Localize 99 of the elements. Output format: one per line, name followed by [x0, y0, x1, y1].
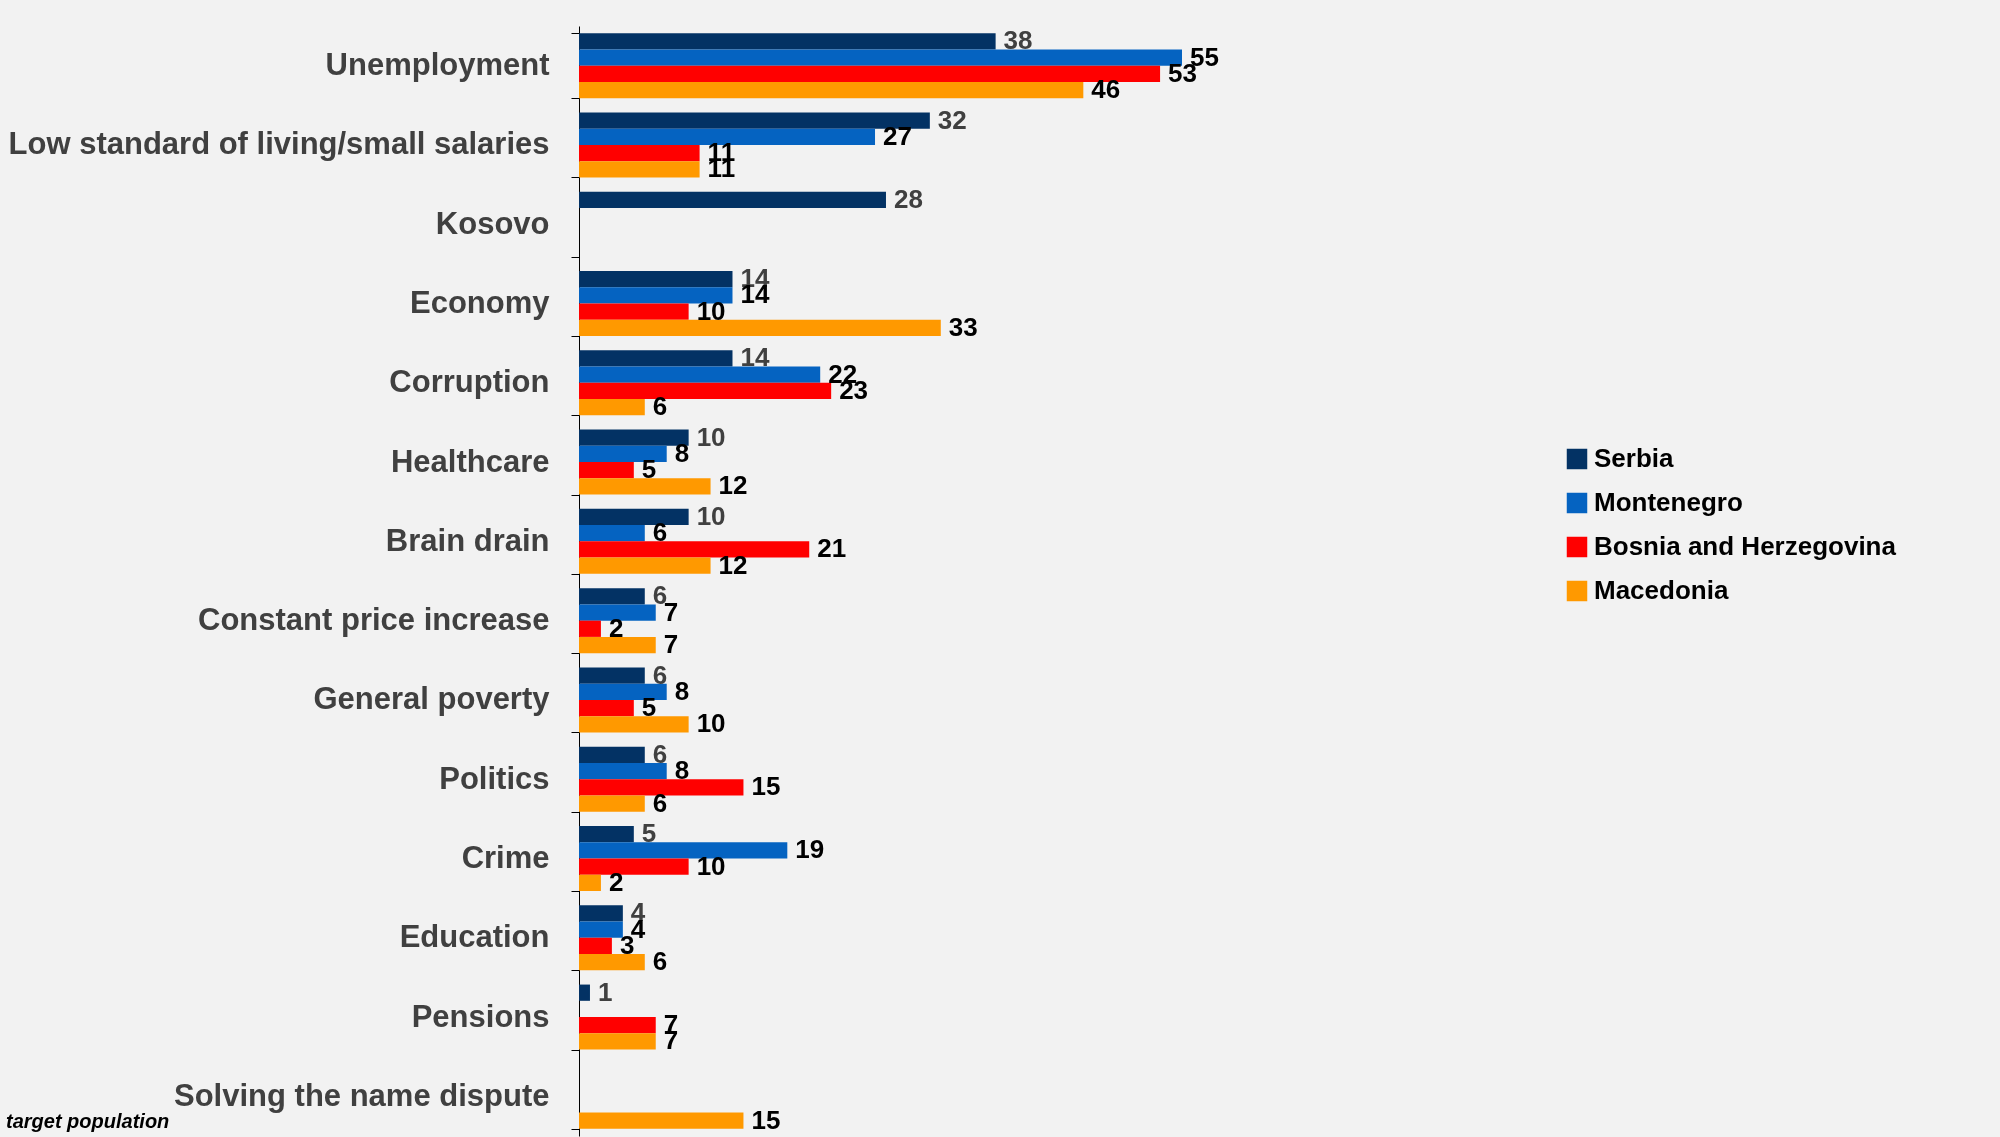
bar: [579, 112, 930, 129]
data-label: 10: [696, 850, 726, 881]
y-tick-label: Economy: [409, 285, 551, 320]
bar: [579, 33, 996, 50]
bar: [579, 1112, 744, 1129]
bar: [579, 1033, 656, 1050]
bar: [579, 746, 645, 763]
data-label: 6: [652, 946, 668, 977]
y-tick-label: Kosovo: [435, 205, 550, 241]
y-tick-label: Crime: [461, 840, 550, 875]
data-label: 32: [937, 104, 967, 135]
bar: [579, 636, 656, 654]
text: target population: [6, 1110, 170, 1133]
bar: [579, 842, 788, 859]
data-label: 38: [1003, 25, 1033, 56]
data-label: 12: [718, 470, 748, 501]
data-label: 5: [641, 454, 657, 485]
bar: [579, 399, 645, 416]
bar: [579, 874, 601, 892]
data-label: 6: [652, 738, 668, 769]
y-tick-label: Low standard of living/small salaries: [8, 126, 550, 162]
data-label: 6: [652, 517, 668, 548]
bar: [579, 350, 733, 367]
data-label: 8: [674, 437, 690, 468]
legend-label: Macedonia: [1594, 575, 1729, 605]
bar: [579, 429, 689, 446]
data-label: 2: [608, 866, 624, 897]
bar: [579, 825, 634, 843]
bar: [579, 287, 733, 304]
data-label: 6: [652, 391, 668, 422]
y-tick-label: Brain drain: [385, 522, 550, 558]
data-label: 15: [751, 1104, 781, 1135]
bar: [579, 557, 711, 574]
y-tick-label: Politics: [439, 760, 550, 796]
bar: [579, 858, 689, 875]
bar: [579, 462, 634, 479]
data-label: 6: [652, 659, 668, 690]
bar: [579, 270, 733, 288]
bar: [579, 319, 941, 337]
legend-label: Montenegro: [1594, 487, 1743, 517]
bar: [579, 937, 612, 955]
bar: [579, 762, 667, 780]
bar: [579, 954, 645, 971]
y-tick-label: Unemployment: [325, 47, 550, 83]
y-tick-label: General poverty: [313, 681, 551, 717]
data-label: 33: [948, 311, 978, 342]
bar: [579, 683, 667, 700]
data-label: 19: [795, 834, 825, 865]
bar: [579, 604, 656, 621]
data-label: 2: [608, 612, 624, 643]
data-label: 6: [652, 787, 668, 818]
y-tick-label: Solving the name dispute: [174, 1077, 550, 1113]
data-label: 10: [696, 421, 726, 452]
bar: [579, 588, 645, 605]
data-label: 46: [1091, 74, 1121, 105]
legend-label: Serbia: [1594, 443, 1675, 473]
data-label: 1: [597, 976, 613, 1007]
data-label: 15: [751, 771, 781, 802]
legend-label: Bosnia and Herzegovina: [1594, 531, 1897, 561]
bar: [579, 779, 744, 796]
bar: [579, 541, 810, 558]
bar: [579, 795, 645, 812]
bar: [579, 144, 700, 162]
bar: [579, 525, 645, 542]
bar: [579, 49, 1182, 66]
data-label: 10: [696, 500, 726, 531]
data-label: 8: [674, 755, 690, 786]
bar: [579, 1017, 656, 1034]
bar: [579, 303, 689, 320]
y-tick-label: Education: [399, 919, 550, 955]
data-label: 12: [718, 549, 748, 580]
data-label: 10: [696, 295, 726, 326]
bar: [579, 921, 623, 938]
bar: [579, 699, 634, 717]
data-label: 14: [740, 342, 770, 373]
data-label: 5: [641, 692, 657, 723]
bar: [579, 478, 711, 495]
bar: [579, 905, 623, 922]
bar: [579, 620, 601, 637]
y-tick-label: Constant price increase: [198, 602, 550, 638]
bar: [579, 65, 1161, 82]
y-tick-label: Corruption: [389, 364, 550, 400]
data-label: 21: [817, 533, 847, 564]
bar: [579, 716, 689, 733]
bar: [579, 81, 1084, 99]
bar: [579, 366, 821, 383]
y-tick-label: Pensions: [411, 998, 550, 1034]
bar: [579, 191, 886, 208]
bar: [579, 128, 876, 145]
bar: [579, 984, 590, 1001]
bar: [579, 161, 700, 178]
data-label: 28: [893, 183, 923, 214]
data-label: 8: [674, 675, 690, 706]
data-label: 27: [883, 120, 912, 151]
data-label: 10: [696, 708, 726, 739]
data-label: 7: [663, 629, 679, 660]
data-label: 5: [641, 818, 657, 849]
y-tick-label: Healthcare: [390, 443, 550, 479]
bar: [579, 667, 645, 684]
